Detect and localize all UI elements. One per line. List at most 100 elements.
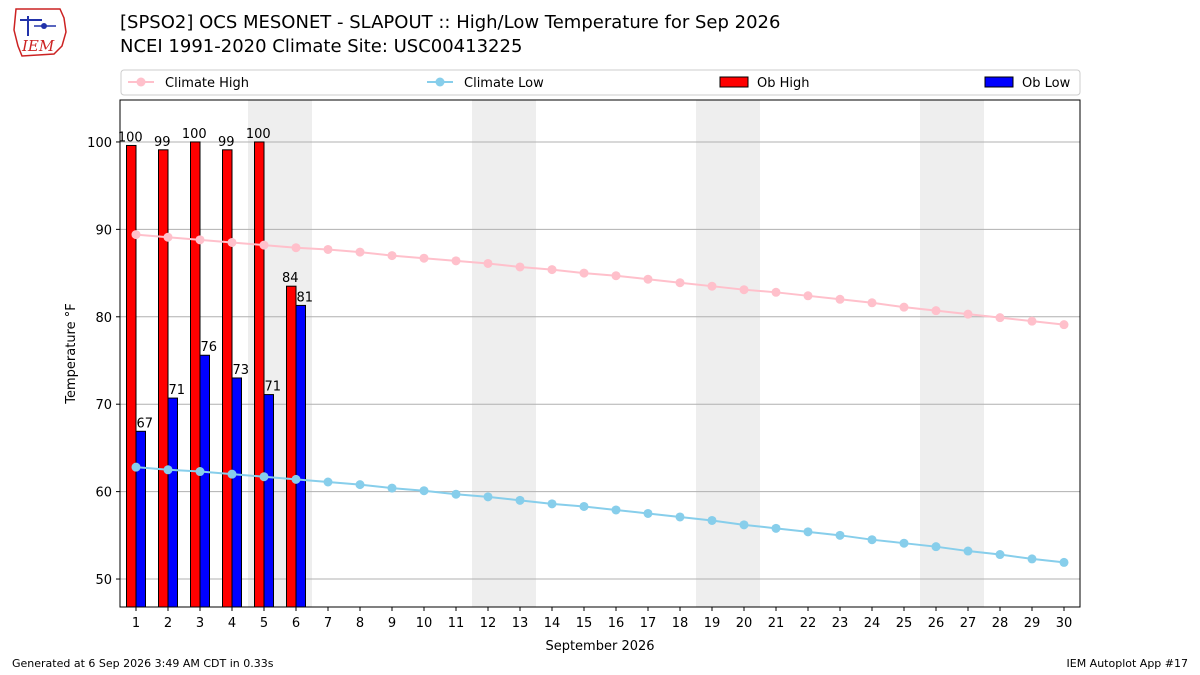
legend-label: Ob High	[757, 76, 810, 91]
x-tick-label: 3	[196, 616, 204, 631]
x-tick-label: 25	[896, 616, 913, 631]
climate-low-point	[291, 474, 301, 484]
climate-high-point	[867, 298, 877, 308]
ob-high-bar	[254, 141, 265, 608]
climate-low-point	[227, 469, 237, 479]
y-tick-label: 80	[95, 311, 112, 326]
x-tick-label: 10	[416, 616, 433, 631]
ob-low-bar	[231, 377, 242, 608]
x-tick-label: 21	[768, 616, 785, 631]
climate-low-point	[323, 477, 333, 487]
ob-low-data-label: 71	[168, 383, 185, 398]
ob-low-data-label: 73	[232, 363, 249, 378]
climate-high-point	[675, 278, 685, 288]
climate-high-point	[451, 256, 461, 266]
climate-low-point	[611, 505, 621, 515]
climate-low-point	[643, 508, 653, 518]
climate-low-point	[355, 480, 365, 490]
ob-high-data-label: 99	[154, 135, 171, 150]
climate-low-point	[899, 538, 909, 548]
climate-high-point	[1027, 316, 1037, 326]
x-tick-label: 9	[388, 616, 396, 631]
bar-series	[126, 141, 306, 608]
climate-low-point	[1027, 554, 1037, 564]
x-tick-label: 8	[356, 616, 364, 631]
climate-low-point	[451, 489, 461, 499]
x-tick-label: 27	[960, 616, 977, 631]
x-tick-label: 16	[608, 616, 625, 631]
climate-low-point	[195, 467, 205, 477]
climate-low-point	[1059, 557, 1069, 567]
x-tick-label: 20	[736, 616, 753, 631]
climate-low-point	[739, 520, 749, 530]
iem-logo: IEM	[13, 8, 67, 57]
climate-high-point	[771, 287, 781, 297]
logo-text: IEM	[21, 37, 55, 55]
x-tick-label: 4	[228, 616, 236, 631]
climate-low-point	[163, 465, 173, 475]
legend-label: Climate Low	[464, 76, 544, 91]
ob-low-data-label: 71	[264, 380, 281, 395]
y-tick-label: 60	[95, 486, 112, 501]
legend-box	[120, 69, 1081, 96]
climate-high-point	[643, 274, 653, 284]
x-tick-label: 13	[512, 616, 529, 631]
climate-low-point	[387, 483, 397, 493]
climate-high-point	[227, 237, 237, 247]
climate-high-point	[259, 240, 269, 250]
climate-low-point	[579, 501, 589, 511]
climate-low-point	[707, 515, 717, 525]
x-tick-label: 11	[448, 616, 465, 631]
climate-high-line	[135, 233, 1065, 326]
climate-low-point	[483, 492, 493, 502]
climate-low-line	[135, 466, 1065, 564]
ob-high-bar	[222, 149, 233, 608]
plot-frame	[119, 99, 1081, 608]
climate-high-point	[291, 243, 301, 253]
x-tick-label: 5	[260, 616, 268, 631]
ob-low-data-label: 76	[200, 340, 217, 355]
x-tick-label: 14	[544, 616, 561, 631]
climate-high-point	[707, 281, 717, 291]
climate-high-point	[195, 235, 205, 245]
legend-label: Climate High	[165, 76, 249, 91]
ob-low-data-label: 67	[136, 416, 153, 431]
bar-data-labels: 100 99 100 99 100 84 67 71 76 73 71 81	[118, 127, 313, 431]
x-tick-label: 17	[640, 616, 657, 631]
climate-high-point	[611, 271, 621, 281]
climate-low-point	[675, 512, 685, 522]
x-tick-label: 2	[164, 616, 172, 631]
x-tick-label: 7	[324, 616, 332, 631]
y-tick-label: 50	[95, 573, 112, 588]
legend: Climate High Climate Low Ob High Ob Low	[120, 69, 1081, 96]
x-tick-label: 23	[832, 616, 849, 631]
x-axis-label: September 2026	[545, 639, 654, 654]
weekend-shade-26	[920, 100, 952, 607]
climate-high-point	[739, 285, 749, 295]
x-tick-label: 18	[672, 616, 689, 631]
legend-swatch-marker	[136, 77, 146, 87]
climate-high-point	[387, 251, 397, 261]
ob-low-bar	[135, 430, 146, 608]
x-tick-label: 6	[292, 616, 300, 631]
ob-high-data-label: 99	[218, 135, 235, 150]
x-tick-label: 29	[1024, 616, 1041, 631]
ob-high-data-label: 100	[182, 127, 207, 142]
climate-low-point	[547, 499, 557, 509]
climate-low-point	[515, 495, 525, 505]
x-tick-label: 22	[800, 616, 817, 631]
x-tick-label: 30	[1056, 616, 1073, 631]
app-credit: IEM Autoplot App #17	[1066, 657, 1189, 670]
climate-high-point	[515, 262, 525, 272]
climate-high-point	[547, 265, 557, 275]
climate-high-point	[995, 313, 1005, 323]
climate-low-point	[131, 462, 141, 472]
ob-low-data-label: 81	[296, 290, 313, 305]
climate-low-point	[259, 472, 269, 482]
climate-low-point	[867, 535, 877, 545]
legend-swatch-marker	[435, 77, 445, 87]
generated-timestamp: Generated at 6 Sep 2026 3:49 AM CDT in 0…	[12, 657, 274, 670]
x-tick-label: 26	[928, 616, 945, 631]
climate-high-point	[931, 306, 941, 316]
